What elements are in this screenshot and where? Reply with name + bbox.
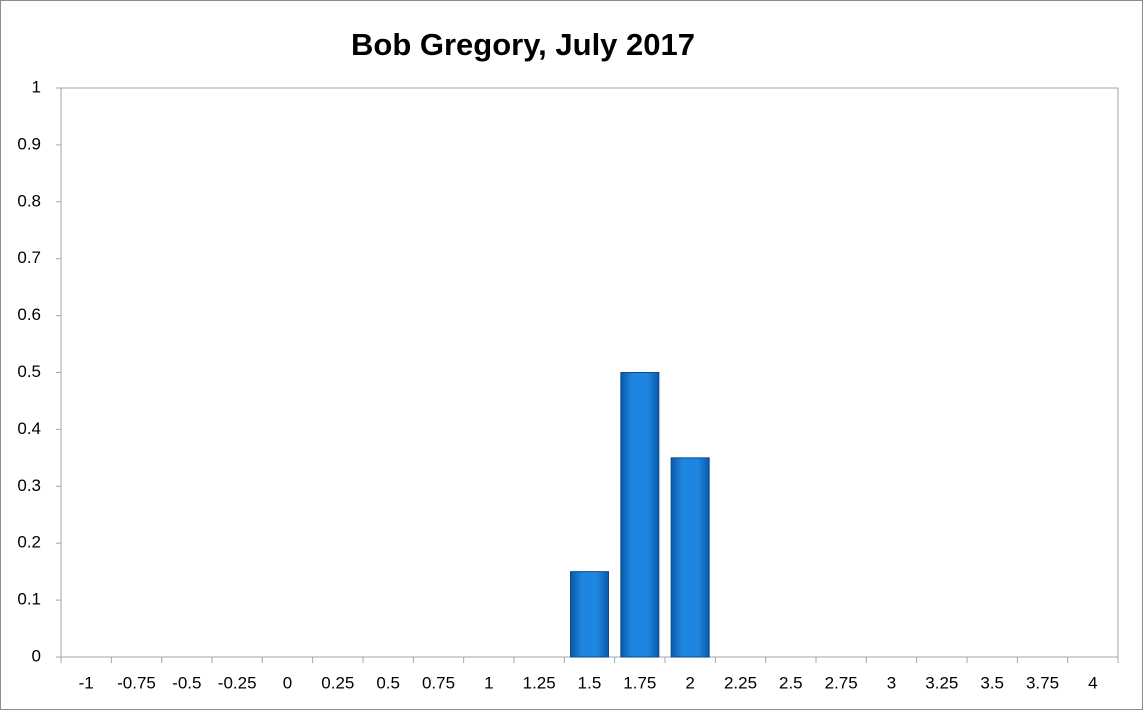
bar bbox=[620, 372, 660, 658]
y-tick-label: 0.9 bbox=[17, 134, 41, 153]
y-tick-label: 0.4 bbox=[17, 419, 41, 438]
x-tick-label: 0 bbox=[283, 673, 292, 692]
x-tick-label: 0.5 bbox=[376, 673, 400, 692]
y-tick-label: 0.6 bbox=[17, 305, 41, 324]
x-tick-label: -0.75 bbox=[117, 673, 156, 692]
x-tick-label: 3 bbox=[887, 673, 896, 692]
y-tick-label: 0 bbox=[32, 646, 41, 665]
x-tick-label: 2 bbox=[685, 673, 694, 692]
y-tick-label: 0.1 bbox=[17, 590, 41, 609]
y-tick-label: 0.8 bbox=[17, 191, 41, 210]
x-tick-label: -0.25 bbox=[218, 673, 257, 692]
x-tick-label: 1 bbox=[484, 673, 493, 692]
x-tick-label: 2.5 bbox=[779, 673, 803, 692]
y-tick-label: 0.3 bbox=[17, 476, 41, 495]
x-tick-label: 1.25 bbox=[523, 673, 556, 692]
y-tick-label: 0.7 bbox=[17, 248, 41, 267]
x-tick-label: -1 bbox=[79, 673, 94, 692]
bar bbox=[670, 457, 710, 658]
y-tick-label: 0.2 bbox=[17, 533, 41, 552]
x-tick-label: 0.25 bbox=[321, 673, 354, 692]
y-tick-label: 1 bbox=[32, 77, 41, 96]
x-tick-label: 3.25 bbox=[925, 673, 958, 692]
x-tick-label: 0.75 bbox=[422, 673, 455, 692]
y-tick-label: 0.5 bbox=[17, 362, 41, 381]
x-tick-label: -0.5 bbox=[172, 673, 201, 692]
x-tick-label: 3.5 bbox=[980, 673, 1004, 692]
x-tick-label: 1.5 bbox=[578, 673, 602, 692]
chart-title: Bob Gregory, July 2017 bbox=[351, 27, 695, 62]
x-tick-label: 2.25 bbox=[724, 673, 757, 692]
x-tick-label: 2.75 bbox=[825, 673, 858, 692]
bar bbox=[570, 571, 609, 658]
x-tick-label: 4 bbox=[1088, 673, 1097, 692]
x-tick-label: 1.75 bbox=[623, 673, 656, 692]
x-tick-label: 3.75 bbox=[1026, 673, 1059, 692]
